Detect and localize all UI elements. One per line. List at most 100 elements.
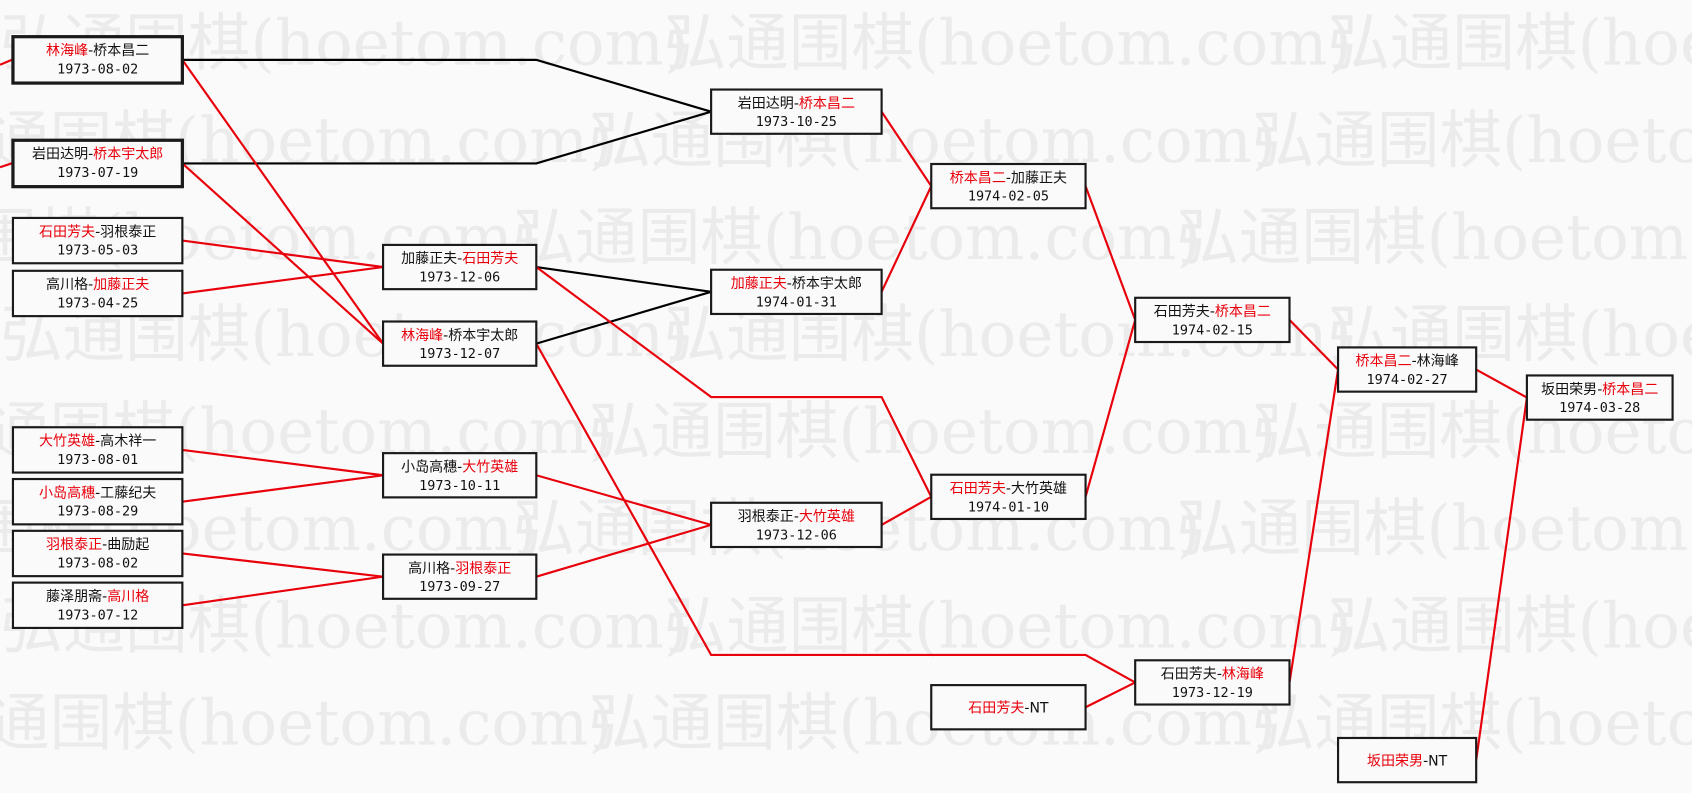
match-box-frame <box>1336 736 1478 784</box>
separator: - <box>1423 753 1428 769</box>
loser-name: 藤泽朋斋 <box>46 588 102 605</box>
match-date: 1973-12-06 <box>419 270 500 286</box>
loser-name: 桥本宇太郎 <box>792 276 862 292</box>
watermark-text: 弘通围棋(hoetom.com) <box>588 395 1276 468</box>
match-players: 林海峰-桥本宇太郎 <box>401 328 518 344</box>
match-box-frame <box>710 88 883 135</box>
loser-name: 小岛高穗 <box>401 458 457 475</box>
winner-name: 羽根泰正 <box>46 537 102 553</box>
loser-name: NT <box>1428 753 1447 769</box>
winner-path-line <box>880 185 933 293</box>
separator: - <box>1217 667 1222 683</box>
loser-name: 羽根泰正 <box>738 509 794 525</box>
match-players: 高川格-羽根泰正 <box>408 560 511 577</box>
match-date: 1973-09-27 <box>419 579 500 595</box>
match-box-frame <box>11 477 184 526</box>
winner-path-line <box>182 239 384 269</box>
watermark-text: 弘通围棋(hoetom.com) <box>513 201 1201 274</box>
separator: - <box>1210 304 1215 320</box>
winner-name: 大竹英雄 <box>462 458 518 475</box>
match-box-frame <box>1336 346 1478 393</box>
loser-name: 岩田达明 <box>32 147 88 163</box>
winner-name: 小岛高穗 <box>39 484 95 501</box>
separator: - <box>95 485 100 501</box>
match-box-frame <box>11 581 184 630</box>
winner-name: 石田芳夫 <box>462 250 518 267</box>
loser-name: 坂田荣男 <box>1541 382 1597 398</box>
match-players: 石田芳夫-桥本昌二 <box>1154 303 1271 320</box>
winner-path-line <box>0 58 14 66</box>
winner-name: 桥本昌二 <box>950 170 1006 186</box>
loser-path-line <box>182 58 712 113</box>
match-box: 林海峰-桥本昌二 1973-08-02 <box>11 35 184 85</box>
winner-name: 桥本昌二 <box>1602 382 1658 398</box>
watermark-text: 弘通围棋(hoetom.com) <box>0 686 613 759</box>
watermark-text: 弘通围棋(hoetom.com) <box>1176 201 1692 274</box>
match-date: 1973-08-01 <box>57 452 138 468</box>
loser-name: NT <box>1029 701 1048 717</box>
match-date: 1974-02-05 <box>968 189 1049 205</box>
match-box: 高川格-羽根泰正 1973-09-27 <box>381 553 538 600</box>
watermark-text: 弘通围棋(hoetom.com) <box>1252 104 1692 177</box>
match-box-frame <box>1134 296 1291 344</box>
match-players: 高川格-加藤正夫 <box>46 276 149 293</box>
loser-name: 羽根泰正 <box>100 224 156 240</box>
winner-name: 加藤正夫 <box>93 277 149 293</box>
separator: - <box>457 459 462 475</box>
match-box-frame <box>930 162 1087 210</box>
winner-name: 大竹英雄 <box>39 433 95 450</box>
match-date: 1973-10-11 <box>419 478 500 494</box>
match-date: 1973-12-06 <box>756 527 837 543</box>
match-box-frame <box>930 684 1087 731</box>
loser-name: 林海峰 <box>1417 354 1459 370</box>
loser-path-line <box>536 265 712 293</box>
match-box-frame <box>710 268 883 316</box>
match-box: 高川格-加藤正夫 1973-04-25 <box>11 269 184 318</box>
separator: - <box>102 537 107 553</box>
winner-name: 桥本宇太郎 <box>93 147 163 163</box>
match-box: 加藤正夫-石田芳夫 1973-12-06 <box>381 243 538 291</box>
separator: - <box>1412 354 1417 370</box>
winner-path-line <box>1475 397 1528 761</box>
match-box: 小岛高穗-工藤纪夫 1973-08-29 <box>11 477 184 526</box>
winner-path-line <box>1085 681 1136 709</box>
match-players: 岩田达明-桥本昌二 <box>738 96 855 112</box>
winner-name: 坂田荣男 <box>1367 753 1423 769</box>
winner-path-line <box>1288 369 1340 683</box>
separator: - <box>450 561 455 577</box>
loser-name: 加藤正夫 <box>401 251 457 267</box>
match-box-frame <box>11 269 184 318</box>
winner-path-line <box>182 552 384 578</box>
watermark-text: 弘通围棋(hoetom.com) <box>1327 589 1692 662</box>
match-date: 1973-12-19 <box>1172 685 1253 701</box>
match-box: 石田芳夫-羽根泰正 1973-05-03 <box>11 216 184 265</box>
winner-path-line <box>1475 368 1528 399</box>
winner-name: 桥本昌二 <box>1215 304 1271 320</box>
match-players: 石田芳夫-NT <box>968 700 1049 717</box>
match-box: 藤泽朋斋-高川格 1973-07-12 <box>11 581 184 630</box>
match-box: 石田芳夫-林海峰 1973-12-19 <box>1134 659 1291 706</box>
bracket-lines <box>0 58 1528 761</box>
loser-name: 高木祥一 <box>100 433 156 450</box>
winner-path-line <box>182 265 384 295</box>
match-box-frame <box>11 529 184 578</box>
winner-name: 加藤正夫 <box>731 276 787 292</box>
match-players: 小岛高穗-大竹英雄 <box>401 458 518 475</box>
winner-name: 石田芳夫 <box>968 700 1024 717</box>
winner-name: 高川格 <box>107 588 149 605</box>
match-date: 1974-03-28 <box>1559 400 1640 416</box>
winner-name: 羽根泰正 <box>455 561 511 577</box>
match-players: 坂田荣男-桥本昌二 <box>1541 382 1658 398</box>
match-date: 1973-10-25 <box>756 114 837 130</box>
match-players: 坂田荣男-NT <box>1367 753 1448 769</box>
match-date: 1973-04-25 <box>57 295 138 311</box>
match-box-frame <box>11 138 184 189</box>
match-box: 石田芳夫-NT <box>930 684 1087 731</box>
separator: - <box>787 276 792 292</box>
watermark-text: 弘通围棋(hoetom.com) <box>664 7 1352 80</box>
winner-path-line <box>182 448 384 477</box>
loser-name: 石田芳夫 <box>1161 666 1217 683</box>
match-box: 石田芳夫-桥本昌二 1974-02-15 <box>1134 296 1291 344</box>
match-box-frame <box>381 243 538 291</box>
